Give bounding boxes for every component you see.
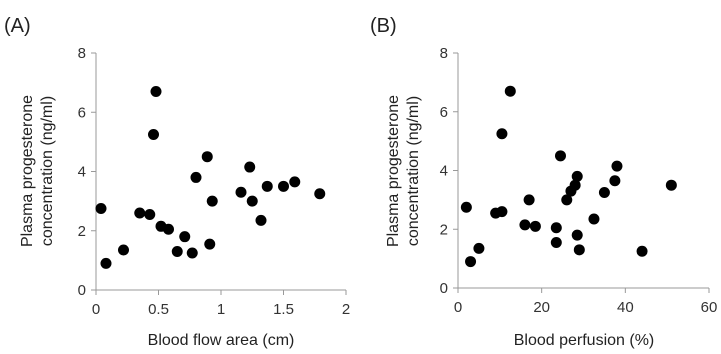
panel-a-data-point [204,238,216,250]
panel-a-data-point [289,176,301,188]
panel-a-data-point [201,151,213,163]
panel-b-data-point [523,194,535,206]
panel-a-data-point [186,247,198,259]
panel-a-y-axis-label-line2: concentration (ng/ml) [39,96,56,246]
panel-b-marks: 0 2 4 6 8 0 20 40 60 [440,45,718,316]
panel-a-data-point [148,128,159,140]
panel-a-data-point [171,245,183,257]
panel-b: (B) Plasma progesterone concentration (n… [370,15,717,349]
panel-a-x-tick-label: 1 [217,301,225,318]
panel-a-data-point [278,180,289,192]
panel-a-x-axis-label: Blood flow area (cm) [148,332,295,349]
panel-b-data-point [573,244,585,256]
panel-b-data-point [550,222,562,234]
panel-b-data-point [554,150,566,162]
panel-a-data-point [134,207,146,219]
panel-b-x-tick-label: 40 [617,299,634,316]
panel-a-data-point [150,86,162,98]
panel-a-y-tick-label: 2 [78,223,86,240]
panel-a-data-point [255,214,267,226]
panel-b-data-point [496,206,508,218]
panel-a-data-point [100,257,112,269]
panel-b-y-tick-label: 4 [440,163,448,180]
panel-b-data-point [496,128,508,140]
panel-a: (A) Plasma progesterone concentration (n… [4,15,350,349]
panel-a-data-point [190,171,202,183]
panel-b-data-point [571,229,583,241]
panel-b-data-point [609,175,621,187]
panel-a-marks: 0 2 4 6 8 0 0.5 1 1.5 2 [78,45,351,318]
panel-a-data-point [163,223,174,235]
panel-a-data-point [95,203,107,215]
panel-b-x-tick-label: 60 [701,299,718,316]
panel-a-y-tick-label: 6 [78,104,86,121]
panel-a-data-point [314,188,326,200]
panel-b-data-point [550,236,562,248]
panel-b-y-tick-label: 8 [440,45,448,62]
panel-a-data-point [118,244,129,256]
panel-a-y-axis-label-line1: Plasma progesterone [19,95,36,247]
panel-a-x-tick-label: 2 [342,301,350,318]
panel-a-data-point [206,195,218,207]
panel-b-data-point [529,220,541,232]
panel-b-data-point [598,187,610,199]
panel-b-data-point [465,256,477,268]
panel-b-data-point [473,242,485,254]
panel-b-data-point [460,201,472,213]
panel-a-x-tick-label: 0 [92,301,100,318]
panel-a-data-point [235,186,247,198]
panel-a-y-tick-label: 8 [78,45,86,62]
panel-b-data-point [571,170,583,182]
panel-b-data-point [665,179,677,191]
panel-b-data-point [588,213,600,225]
panel-b-data-point [611,160,623,172]
panel-b-x-tick-label: 0 [454,299,462,316]
panel-b-y-tick-label: 6 [440,104,448,121]
panel-a-data-point [144,208,156,220]
panel-b-y-tick-label: 0 [440,280,448,297]
panel-b-label: (B) [370,15,397,37]
panel-b-y-axis-label-line1: Plasma progesterone [385,95,402,247]
panel-a-x-tick-label: 0.5 [148,301,169,318]
panel-a-x-tick-label: 1.5 [273,301,294,318]
panel-b-x-axis-label: Blood perfusion (%) [514,332,655,349]
panel-b-data-point [504,85,516,97]
panel-a-data-point [244,161,256,173]
panel-b-y-axis-label-line2: concentration (ng/ml) [405,96,422,246]
panel-b-data-point [569,179,581,191]
panel-a-data-point [179,231,191,243]
panel-a-data-point [246,195,258,207]
panel-a-y-tick-label: 4 [78,164,86,181]
panel-b-x-tick-label: 20 [533,299,550,316]
panel-a-y-tick-label: 0 [78,282,86,299]
panel-b-data-point [519,219,531,231]
panel-a-label: (A) [4,15,31,37]
panel-b-data-point [561,194,573,206]
panel-a-data-point [261,180,273,192]
panel-b-data-point [636,245,648,257]
panel-b-y-tick-label: 2 [440,221,448,238]
